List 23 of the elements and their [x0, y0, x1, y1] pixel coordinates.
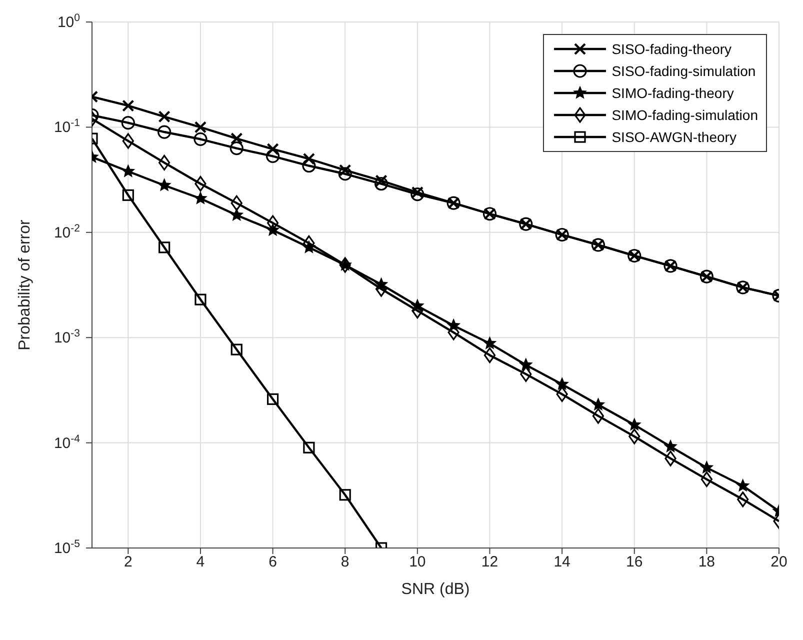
y-axis-title: Probability of error [16, 218, 34, 350]
y-tick-label: 10$^{-1}$ [54, 117, 80, 136]
x-tick-label: 14 [554, 554, 570, 571]
x-tick-label: 6 [268, 554, 277, 571]
legend-label: SIMO-fading-theory [612, 85, 734, 101]
legend-label: SISO-fading-simulation [612, 63, 756, 79]
x-tick-label: 2 [124, 554, 132, 571]
legend-label: SISO-fading-theory [612, 41, 732, 57]
y-tick-label: 10$^{-2}$ [54, 222, 80, 242]
y-tick-label: 10$^{-5}$ [54, 538, 80, 557]
x-tick-label: 16 [626, 554, 643, 571]
x-tick-label: 20 [770, 554, 788, 571]
legend-label: SIMO-fading-simulation [612, 107, 758, 123]
x-tick-label: 18 [698, 554, 716, 571]
y-tick-label: 10$^{-4}$ [54, 432, 80, 452]
x-tick-label: 8 [340, 554, 350, 571]
legend-label: SISO-AWGN-theory [612, 129, 736, 145]
y-tick-label: 10$^{0}$ [57, 12, 80, 31]
x-tick-label: 4 [196, 554, 205, 571]
x-tick-label: 10 [409, 554, 426, 571]
y-tick-label: 10$^{-3}$ [54, 328, 80, 347]
x-axis-title: SNR (dB) [401, 581, 470, 598]
x-tick-label: 12 [481, 554, 498, 571]
